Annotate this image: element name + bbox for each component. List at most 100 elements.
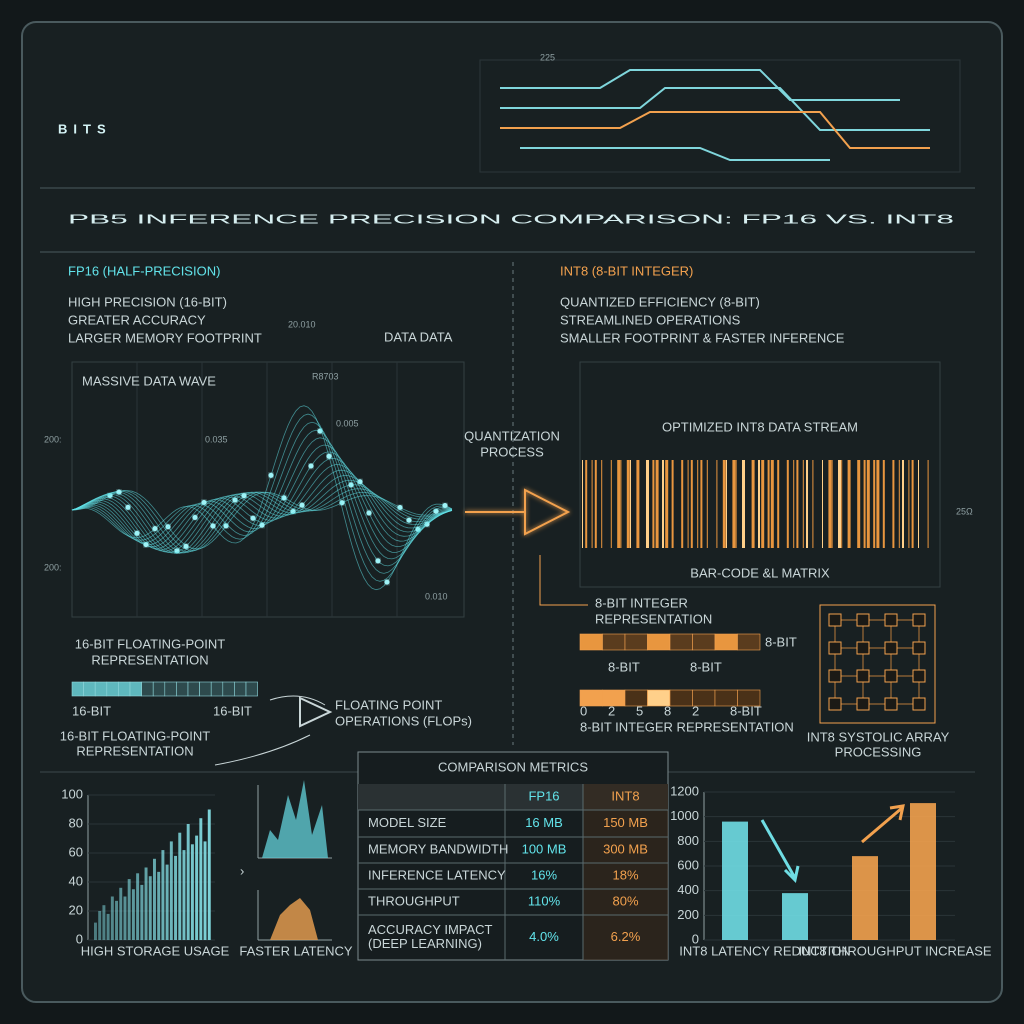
int8-heading: INT8 (8-BIT INTEGER) bbox=[560, 263, 693, 278]
bar bbox=[136, 873, 140, 940]
bar bbox=[161, 850, 165, 940]
cell: 18% bbox=[612, 867, 638, 882]
connector bbox=[539, 555, 588, 606]
wave-line bbox=[71, 457, 453, 552]
barcode-line bbox=[751, 460, 755, 548]
metric: MEMORY BANDWIDTH bbox=[368, 841, 508, 856]
bar bbox=[98, 911, 102, 940]
barcode bbox=[582, 460, 929, 548]
bar bbox=[199, 818, 203, 940]
wave-dot bbox=[210, 523, 216, 529]
bar bbox=[852, 856, 878, 940]
arrow bbox=[214, 734, 311, 766]
metric: MODEL SIZE bbox=[368, 815, 447, 830]
barcode-line bbox=[620, 460, 622, 548]
bar bbox=[94, 922, 97, 940]
barcode-line bbox=[812, 460, 814, 548]
mini-charts: FASTER LATENCY bbox=[239, 780, 353, 958]
mini-area bbox=[270, 898, 318, 940]
bits-label: 16-BIT bbox=[213, 703, 252, 718]
bit-cell bbox=[141, 681, 154, 697]
bit-cell bbox=[106, 681, 119, 697]
bit-cell bbox=[234, 681, 247, 697]
stream-label: OPTIMIZED INT8 DATA STREAM bbox=[662, 419, 858, 434]
barcode-line bbox=[822, 460, 823, 548]
barcode-line bbox=[892, 460, 895, 548]
wave-line bbox=[71, 488, 453, 553]
trace bbox=[500, 87, 930, 131]
bit-cell bbox=[94, 681, 108, 697]
bar bbox=[722, 821, 748, 940]
bits-label: 8-BIT bbox=[608, 659, 640, 674]
barcode-line bbox=[594, 460, 597, 548]
bar bbox=[186, 824, 190, 940]
bit-cell bbox=[210, 681, 224, 697]
bit-cell bbox=[118, 681, 131, 697]
wave-dot bbox=[442, 503, 448, 509]
barcode-line bbox=[655, 460, 659, 548]
y-tick-label: 200 bbox=[677, 907, 699, 922]
systolic-node bbox=[912, 697, 926, 711]
barcode-line bbox=[770, 460, 774, 548]
barcode-line bbox=[847, 460, 851, 548]
wave-dot bbox=[326, 453, 332, 459]
title: BITS bbox=[58, 121, 112, 136]
group-label: INT8 THROUGHPUT INCREASE bbox=[798, 943, 991, 958]
systolic-node bbox=[884, 697, 898, 711]
systolic-node bbox=[884, 669, 898, 683]
barcode-line bbox=[610, 460, 612, 548]
wave-dot bbox=[259, 522, 265, 528]
representation: 16-BIT FLOATING-POINT bbox=[60, 728, 211, 743]
axis-label: 200: bbox=[44, 434, 62, 444]
matrix-label: BAR-CODE &L MATRIX bbox=[690, 565, 830, 580]
cell: 300 MB bbox=[603, 841, 648, 856]
barcode-line bbox=[716, 460, 718, 548]
bit-cell bbox=[602, 633, 626, 651]
systolic-label: PROCESSING bbox=[835, 744, 922, 759]
bar bbox=[148, 876, 152, 940]
barcode-line bbox=[802, 460, 804, 548]
bit-cell bbox=[245, 681, 258, 697]
metric: INFERENCE LATENCY bbox=[368, 867, 506, 882]
bit-cell bbox=[669, 633, 693, 651]
wave-line bbox=[71, 421, 453, 574]
column-header: FP16 bbox=[528, 788, 559, 803]
bit-cell bbox=[71, 681, 84, 697]
wave-dot bbox=[268, 472, 274, 478]
index-label: 8 bbox=[664, 703, 671, 718]
wave-dot bbox=[152, 526, 158, 532]
barcode-line bbox=[706, 460, 708, 548]
barcode-line bbox=[831, 460, 833, 548]
column-header: INT8 bbox=[611, 788, 639, 803]
annotation: 0.010 bbox=[425, 591, 448, 601]
barcode-line bbox=[646, 460, 649, 548]
barcode-line bbox=[866, 460, 870, 548]
barcode-line bbox=[911, 460, 914, 548]
quantize-arrow bbox=[465, 488, 571, 536]
bar bbox=[165, 864, 169, 940]
barcode-line bbox=[806, 460, 808, 548]
bar bbox=[178, 832, 182, 940]
bit-cell bbox=[83, 681, 96, 697]
bit-cell bbox=[737, 689, 761, 707]
bar bbox=[140, 884, 144, 940]
barcode-line bbox=[841, 460, 843, 548]
side-label: 25Ω bbox=[956, 506, 973, 516]
barcode-line bbox=[758, 460, 760, 548]
systolic-node bbox=[828, 641, 842, 655]
bar bbox=[182, 850, 186, 940]
wave-dot bbox=[134, 530, 140, 536]
barcode-line bbox=[722, 460, 726, 548]
bit-cell bbox=[669, 689, 693, 707]
quantization: QUANTIZATION bbox=[464, 428, 560, 443]
barcode-line bbox=[617, 460, 621, 548]
wave-dot bbox=[366, 510, 372, 516]
barcode-line bbox=[582, 460, 583, 548]
barcode-line bbox=[690, 460, 693, 548]
barcode-line bbox=[828, 460, 832, 548]
circuit-decoration bbox=[479, 59, 961, 173]
representation: REPRESENTATION bbox=[91, 652, 208, 667]
barcode-line bbox=[908, 460, 910, 548]
annotation: 0.005 bbox=[336, 418, 359, 428]
mini-area bbox=[262, 780, 328, 858]
